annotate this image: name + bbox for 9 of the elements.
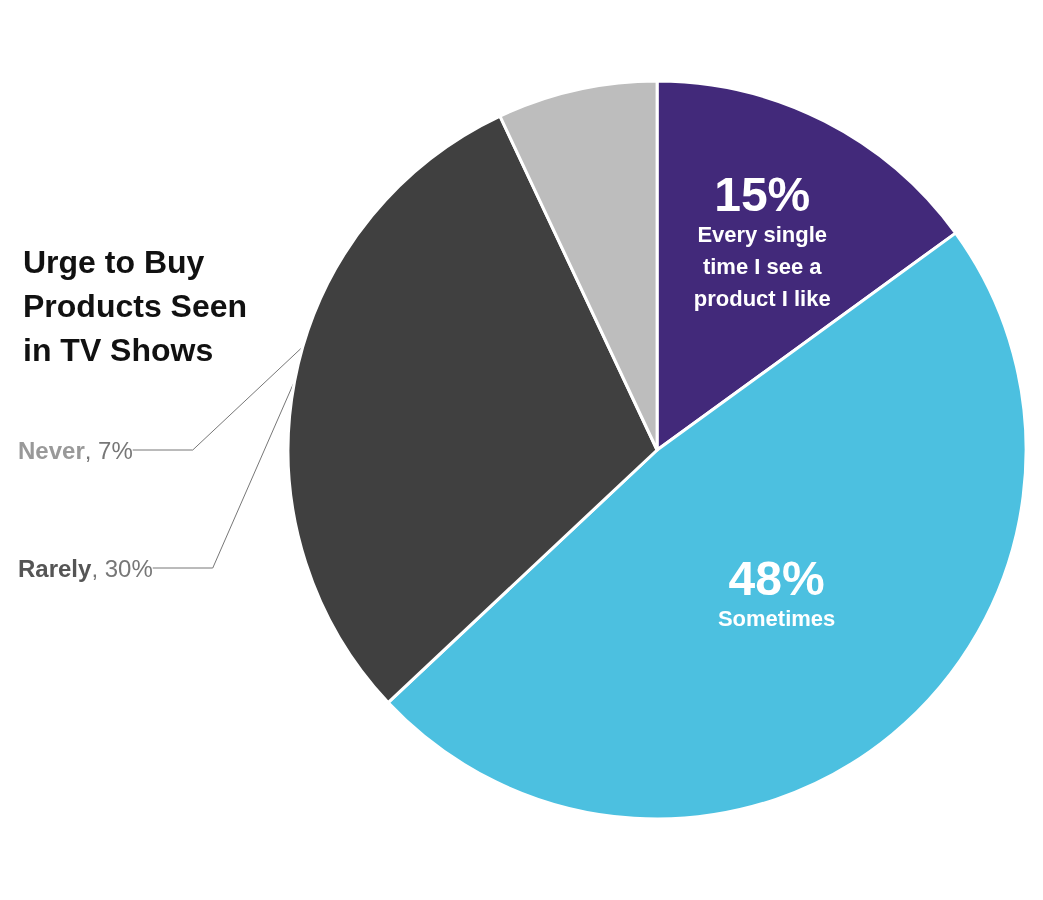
text: Urge to Buy Products Seen in TV Shows (23, 244, 256, 368)
slice-label: Never (18, 436, 85, 464)
data-label: , 30% (91, 554, 153, 582)
slice-label: Rarely (18, 554, 93, 582)
slice-label: Every single time I see a product I like (693, 222, 831, 312)
slice-label: Sometimes (717, 605, 836, 631)
data-label: 48% (728, 551, 825, 605)
data-label: , 7% (84, 436, 133, 464)
data-label: 15% (714, 168, 811, 222)
